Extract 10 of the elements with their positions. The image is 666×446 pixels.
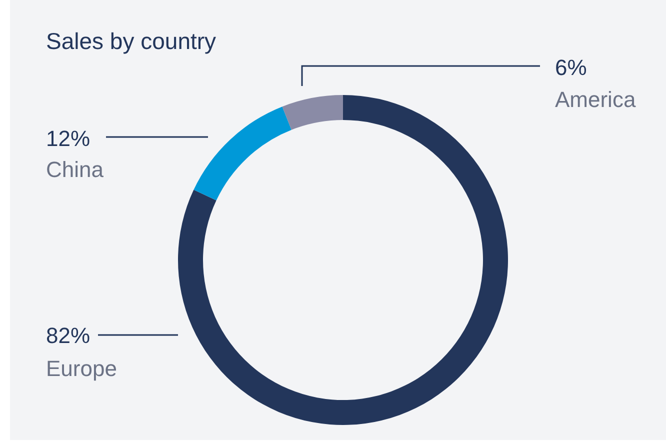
donut-slice xyxy=(282,95,343,130)
slice-label: America xyxy=(555,87,636,112)
data-label: 6% xyxy=(555,55,587,80)
chart-title: Sales by country xyxy=(46,28,216,55)
slice-label: Europe xyxy=(46,356,117,381)
donut-slice xyxy=(178,95,508,425)
slice-label: China xyxy=(46,157,104,182)
data-label: 82% xyxy=(46,323,90,348)
data-label: 12% xyxy=(46,126,90,151)
donut-slice xyxy=(194,106,292,200)
